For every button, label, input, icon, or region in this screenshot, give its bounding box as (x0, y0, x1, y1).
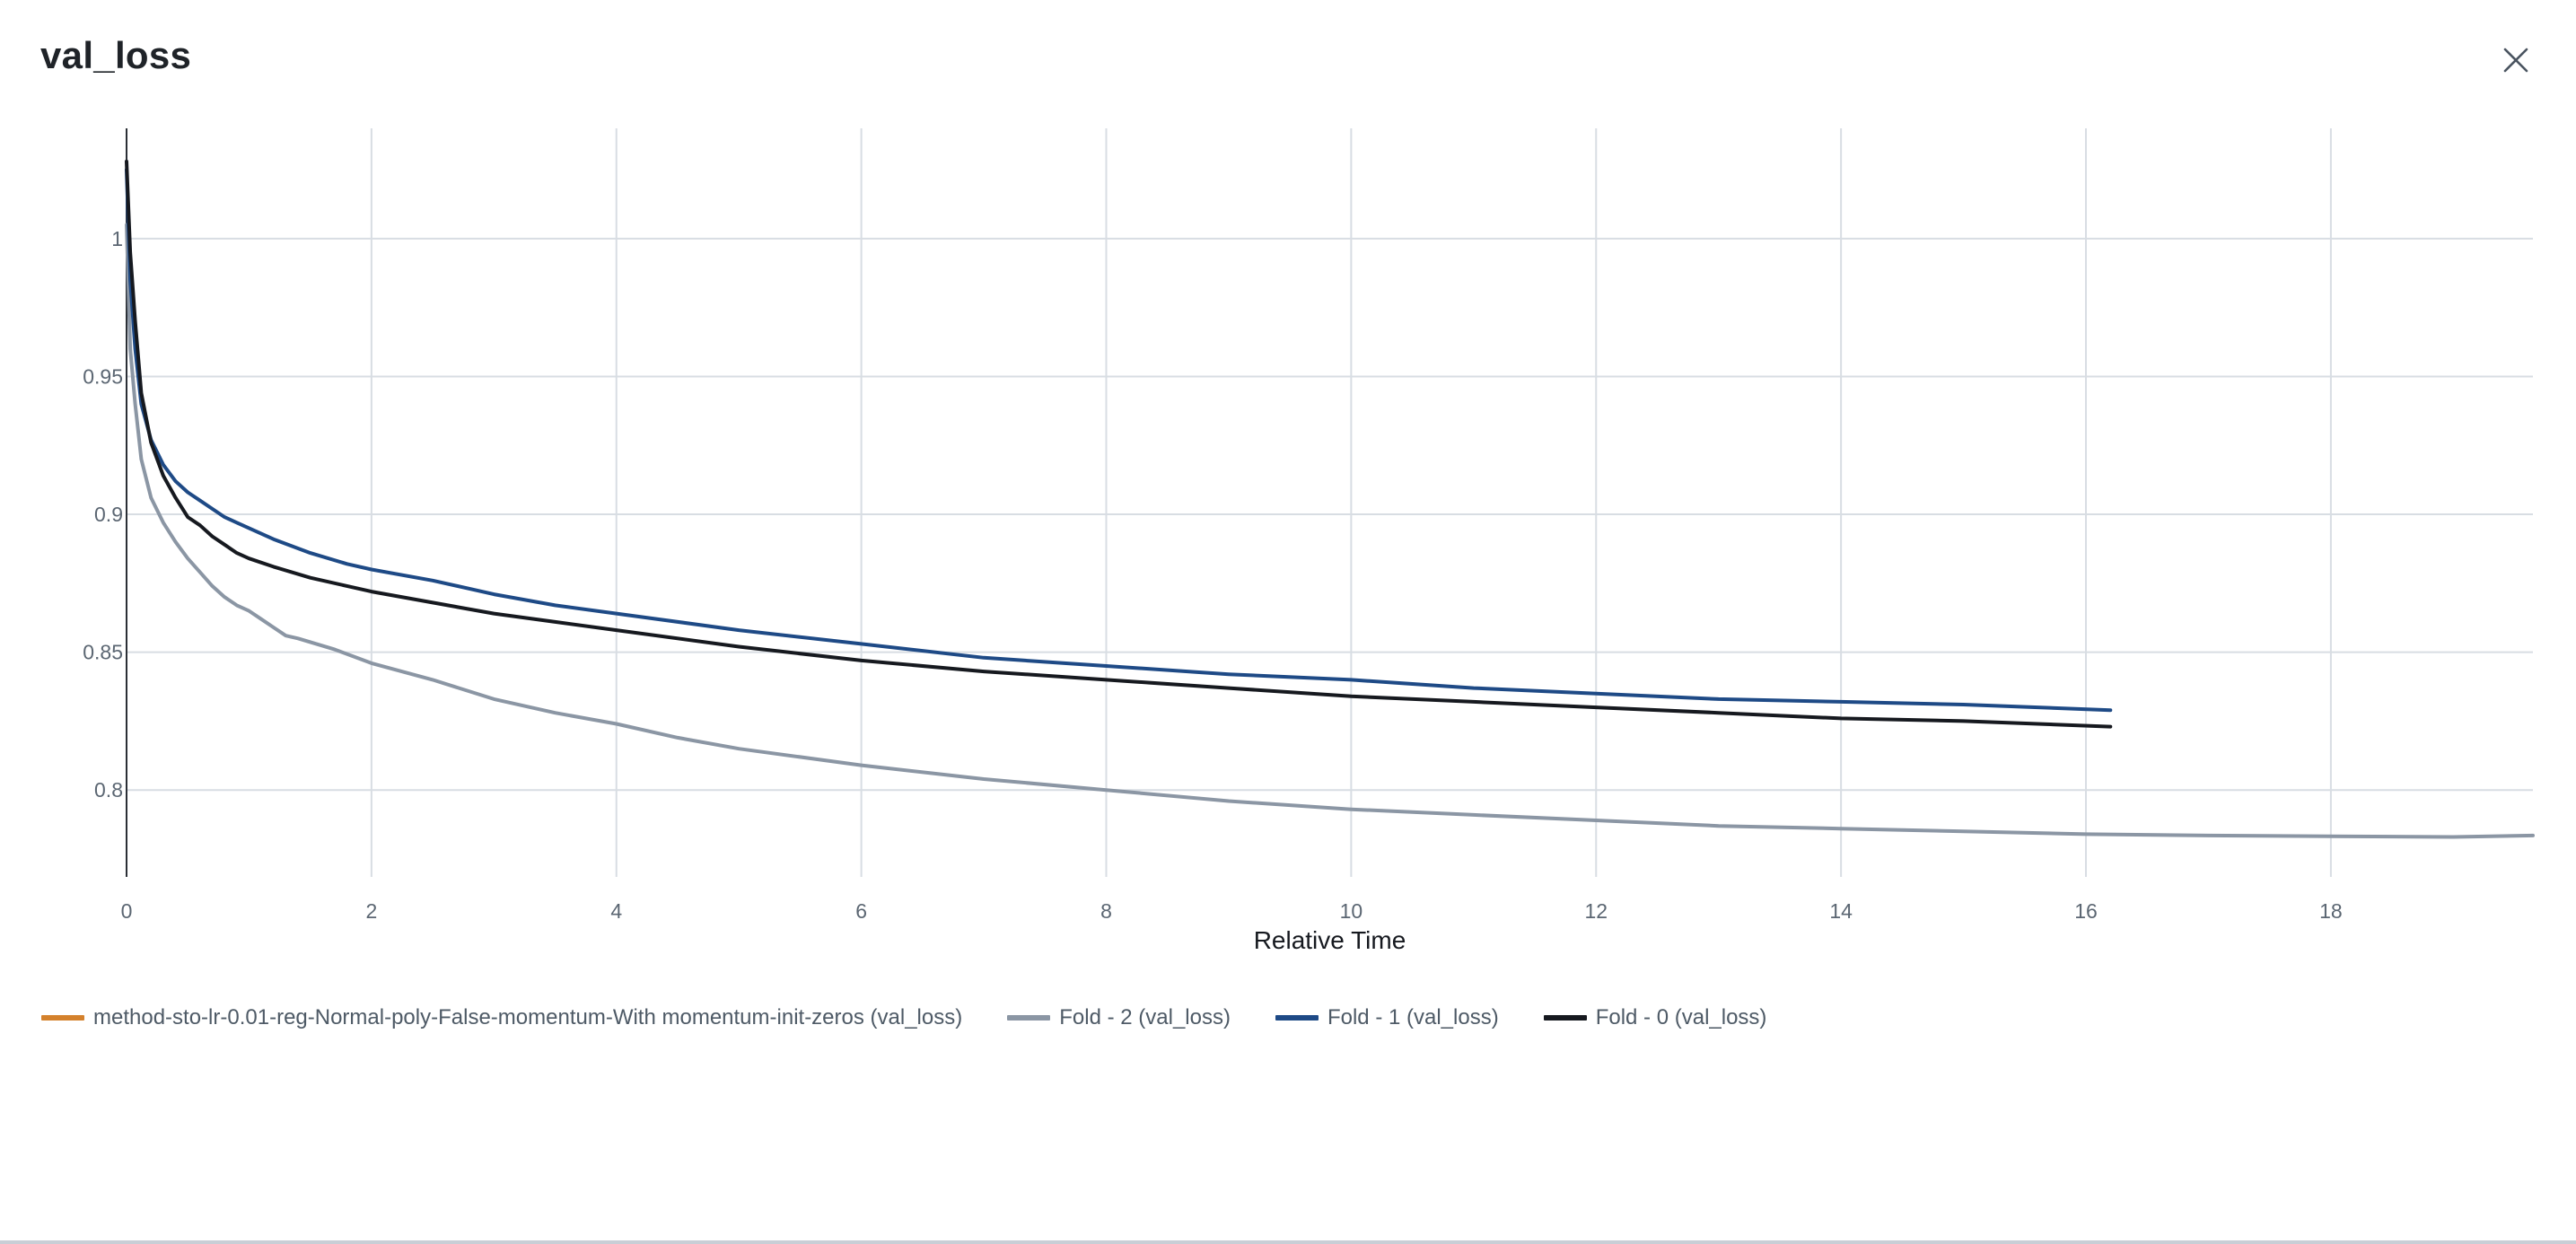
x-axis-title: Relative Time (1254, 926, 1406, 954)
x-tick-label: 0 (121, 899, 133, 923)
legend-item[interactable]: method-sto-lr-0.01-reg-Normal-poly-False… (41, 1005, 962, 1030)
x-tick-label: 4 (610, 899, 622, 923)
page-title: val_loss (40, 34, 192, 76)
legend-swatch (1007, 1015, 1051, 1021)
x-tick-label: 12 (1584, 899, 1608, 923)
legend-label: method-sto-lr-0.01-reg-Normal-poly-False… (93, 1005, 963, 1029)
y-tick-label: 0.8 (94, 778, 123, 802)
legend-swatch (1543, 1015, 1587, 1021)
close-button[interactable] (2493, 38, 2538, 83)
legend-label: Fold - 0 (val_loss) (1595, 1005, 1767, 1029)
modal-bottom-border (0, 1240, 2576, 1244)
x-tick-label: 6 (855, 899, 867, 923)
legend-label: Fold - 2 (val_loss) (1059, 1005, 1231, 1029)
legend-item[interactable]: Fold - 1 (val_loss) (1275, 1005, 1499, 1030)
x-tick-label: 16 (2074, 899, 2098, 923)
x-tick-label: 10 (1340, 899, 1363, 923)
chart-legend: method-sto-lr-0.01-reg-Normal-poly-False… (41, 1005, 1766, 1030)
y-tick-label: 0.95 (83, 364, 123, 388)
x-tick-label: 8 (1100, 899, 1112, 923)
y-tick-label: 0.85 (83, 641, 123, 664)
x-tick-label: 14 (1829, 899, 1853, 923)
series-line-fold-1-val-loss[interactable] (125, 168, 2113, 713)
series-line-fold-0-val-loss[interactable] (125, 159, 2113, 729)
series-line-fold-2-val-loss[interactable] (125, 223, 2535, 839)
legend-swatch (1275, 1015, 1319, 1021)
line-chart[interactable]: 0 2 4 6 8 10 12 14 16 18 0.8 0.85 0.9 0.95 1 Relative T… (0, 0, 2576, 987)
legend-item[interactable]: Fold - 0 (val_loss) (1543, 1005, 1767, 1030)
y-tick-label: 0.9 (94, 503, 123, 526)
legend-label: Fold - 1 (val_loss) (1327, 1005, 1499, 1029)
x-tick-label: 2 (365, 899, 377, 923)
x-tick-label: 18 (2319, 899, 2343, 923)
close-icon (2503, 48, 2528, 73)
y-tick-label: 1 (111, 227, 123, 250)
legend-swatch (41, 1015, 84, 1021)
legend-item[interactable]: Fold - 2 (val_loss) (1007, 1005, 1231, 1030)
